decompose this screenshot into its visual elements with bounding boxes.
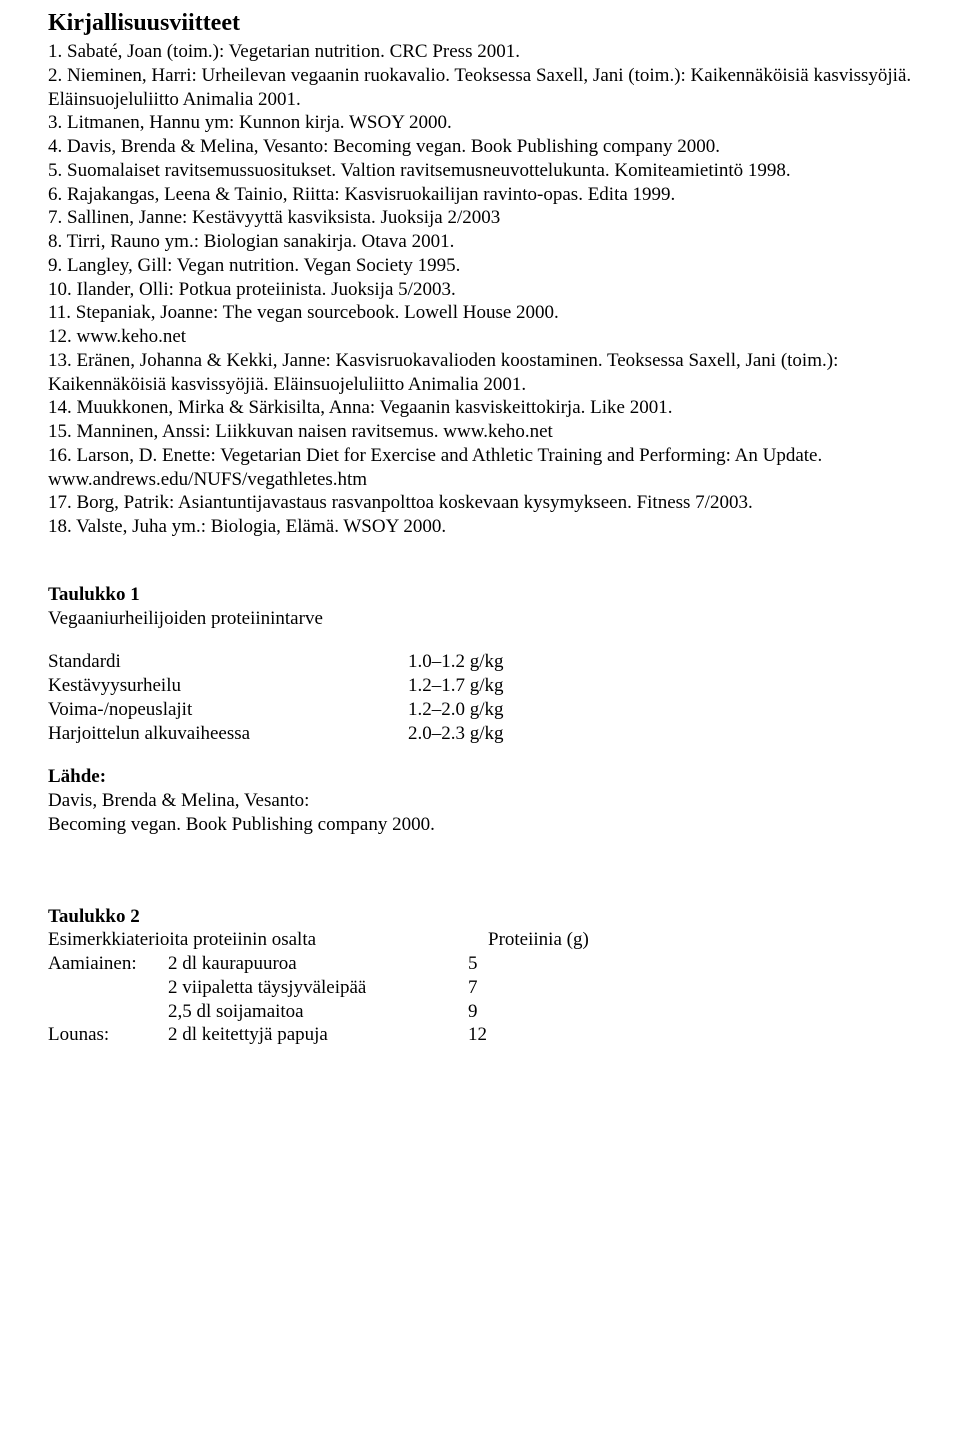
ref-item: 13. Eränen, Johanna & Kekki, Janne: Kasv…: [48, 349, 912, 397]
table1-label: Standardi: [48, 650, 408, 674]
references-heading: Kirjallisuusviitteet: [48, 8, 912, 38]
table1-label: Voima-/nopeuslajit: [48, 698, 408, 722]
ref-item: 2. Nieminen, Harri: Urheilevan vegaanin …: [48, 64, 912, 112]
table-row: Standardi 1.0–1.2 g/kg: [48, 650, 544, 674]
ref-item: 16. Larson, D. Enette: Vegetarian Diet f…: [48, 444, 912, 492]
table2-protein: 12: [468, 1023, 508, 1047]
table2-protein: 5: [468, 952, 508, 976]
table-row: Harjoittelun alkuvaiheessa 2.0–2.3 g/kg: [48, 722, 544, 746]
table1-source-line: Davis, Brenda & Melina, Vesanto:: [48, 789, 912, 813]
table1-value: 1.2–2.0 g/kg: [408, 698, 544, 722]
table1-title: Taulukko 1: [48, 583, 912, 607]
ref-item: 5. Suomalaiset ravitsemussuositukset. Va…: [48, 159, 912, 183]
table2-meal: [48, 976, 168, 1000]
ref-item: 11. Stepaniak, Joanne: The vegan sourceb…: [48, 301, 912, 325]
table2-item: 2,5 dl soijamaitoa: [168, 1000, 468, 1024]
table2-header-right: Proteiinia (g): [488, 928, 589, 952]
ref-item: 17. Borg, Patrik: Asiantuntijavastaus ra…: [48, 491, 912, 515]
ref-item: 12. www.keho.net: [48, 325, 912, 349]
table1-label: Kestävyysurheilu: [48, 674, 408, 698]
table2-item: 2 viipaletta täysjyväleipää: [168, 976, 468, 1000]
table-row: Lounas: 2 dl keitettyjä papuja 12: [48, 1023, 508, 1047]
table1-source-line: Becoming vegan. Book Publishing company …: [48, 813, 912, 837]
ref-item: 18. Valste, Juha ym.: Biologia, Elämä. W…: [48, 515, 912, 539]
table2-protein: 7: [468, 976, 508, 1000]
ref-item: 7. Sallinen, Janne: Kestävyyttä kasviksi…: [48, 206, 912, 230]
table2-meal: Lounas:: [48, 1023, 168, 1047]
table1-value: 1.2–1.7 g/kg: [408, 674, 544, 698]
table-row: 2,5 dl soijamaitoa 9: [48, 1000, 508, 1024]
ref-item: 14. Muukkonen, Mirka & Särkisilta, Anna:…: [48, 396, 912, 420]
table2-protein: 9: [468, 1000, 508, 1024]
table1-label: Harjoittelun alkuvaiheessa: [48, 722, 408, 746]
table-row: Aamiainen: 2 dl kaurapuuroa 5: [48, 952, 508, 976]
table2-body: Aamiainen: 2 dl kaurapuuroa 5 2 viipalet…: [48, 952, 508, 1047]
table2-header-left: Esimerkkiaterioita proteiinin osalta: [48, 928, 488, 952]
ref-item: 9. Langley, Gill: Vegan nutrition. Vegan…: [48, 254, 912, 278]
table1-source-label: Lähde:: [48, 765, 912, 789]
table1-value: 2.0–2.3 g/kg: [408, 722, 544, 746]
table1-body: Standardi 1.0–1.2 g/kg Kestävyysurheilu …: [48, 650, 544, 745]
ref-item: 10. Ilander, Olli: Potkua proteiinista. …: [48, 278, 912, 302]
ref-item: 1. Sabaté, Joan (toim.): Vegetarian nutr…: [48, 40, 912, 64]
table2-item: 2 dl keitettyjä papuja: [168, 1023, 468, 1047]
ref-item: 15. Manninen, Anssi: Liikkuvan naisen ra…: [48, 420, 912, 444]
table-row: Kestävyysurheilu 1.2–1.7 g/kg: [48, 674, 544, 698]
ref-item: 8. Tirri, Rauno ym.: Biologian sanakirja…: [48, 230, 912, 254]
ref-item: 4. Davis, Brenda & Melina, Vesanto: Beco…: [48, 135, 912, 159]
table2-meal: [48, 1000, 168, 1024]
references-list: 1. Sabaté, Joan (toim.): Vegetarian nutr…: [48, 40, 912, 539]
table2-header: Esimerkkiaterioita proteiinin osalta Pro…: [48, 928, 912, 952]
ref-item: 6. Rajakangas, Leena & Tainio, Riitta: K…: [48, 183, 912, 207]
ref-item: 3. Litmanen, Hannu ym: Kunnon kirja. WSO…: [48, 111, 912, 135]
table2-meal: Aamiainen:: [48, 952, 168, 976]
table-row: 2 viipaletta täysjyväleipää 7: [48, 976, 508, 1000]
table2-item: 2 dl kaurapuuroa: [168, 952, 468, 976]
table1-value: 1.0–1.2 g/kg: [408, 650, 544, 674]
table-row: Voima-/nopeuslajit 1.2–2.0 g/kg: [48, 698, 544, 722]
table1-subtitle: Vegaaniurheilijoiden proteiinintarve: [48, 607, 912, 631]
table2-title: Taulukko 2: [48, 905, 912, 929]
